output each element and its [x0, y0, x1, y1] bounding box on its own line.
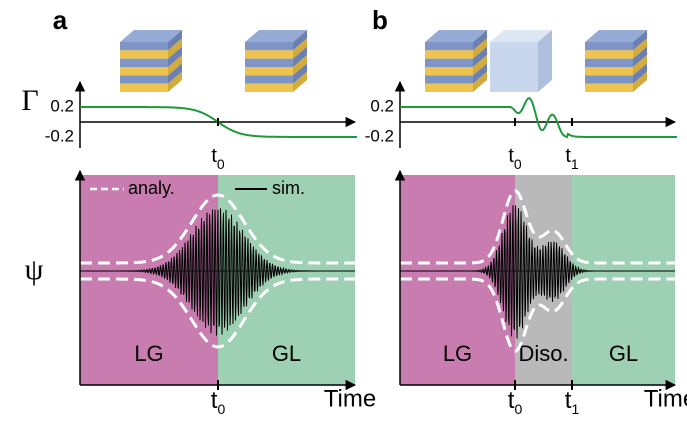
cube-layer: [585, 50, 633, 58]
cube-layer: [245, 59, 293, 67]
gamma-tick: -0.2: [45, 126, 74, 145]
cube-layer: [120, 75, 168, 83]
region-label: Diso.: [518, 341, 568, 366]
cube-layer: [245, 67, 293, 75]
cube-layer: [245, 42, 293, 50]
cube-layer: [585, 75, 633, 83]
psi-marker-sub: 0: [217, 401, 225, 417]
figure: a Γψ 0.2 -0.2 t0 LG GL t0 Time analy. sim. b 0.2 -0.2…: [0, 0, 687, 423]
gamma-marker-sub: 0: [217, 156, 225, 172]
psi-marker-sub: 1: [571, 401, 579, 417]
panel-label: a: [53, 5, 68, 35]
region-label: LG: [443, 341, 472, 366]
gamma-marker: t1: [565, 145, 579, 171]
gamma-marker-sub: 1: [571, 156, 579, 172]
cube-layer: [425, 67, 473, 75]
cube-layer: [585, 67, 633, 75]
cube-layer: [120, 67, 168, 75]
gamma-tick: -0.2: [365, 126, 394, 145]
psi-marker: t0: [211, 387, 226, 416]
panel-label: b: [372, 5, 388, 35]
psi-symbol: ψ: [25, 253, 44, 286]
gamma-tick: 0.2: [50, 96, 74, 115]
cube-layer: [425, 42, 473, 50]
gamma-marker: t0: [211, 145, 225, 171]
x-axis-title: Time: [324, 385, 376, 412]
gamma-marker-sub: 0: [514, 156, 522, 172]
region-label: GL: [272, 341, 301, 366]
psi-marker: t0: [508, 387, 523, 416]
cube-layer: [245, 50, 293, 58]
cube-layer: [425, 59, 473, 67]
cube-layer: [425, 50, 473, 58]
x-axis-title: Time: [644, 385, 687, 412]
gamma-tick: 0.2: [370, 96, 394, 115]
gamma-curve: [400, 98, 677, 137]
psi-marker: t1: [565, 387, 580, 416]
region-label: LG: [134, 341, 163, 366]
cube-layer: [245, 75, 293, 83]
cube-layer: [585, 59, 633, 67]
legend-label: analy.: [128, 178, 175, 198]
gamma-marker: t0: [508, 145, 522, 171]
cube-front: [490, 42, 538, 92]
legend-label: sim.: [272, 178, 305, 198]
psi-marker-sub: 0: [514, 401, 522, 417]
cube-layer: [120, 42, 168, 50]
region-label: GL: [609, 341, 638, 366]
cube-layer: [120, 50, 168, 58]
cube-layer: [425, 84, 473, 92]
gamma-symbol: Γ: [21, 84, 38, 117]
cube-layer: [245, 84, 293, 92]
cube-layer: [120, 84, 168, 92]
cube-layer: [585, 84, 633, 92]
cube-layer: [425, 75, 473, 83]
cube-layer: [585, 42, 633, 50]
cube-layer: [120, 59, 168, 67]
